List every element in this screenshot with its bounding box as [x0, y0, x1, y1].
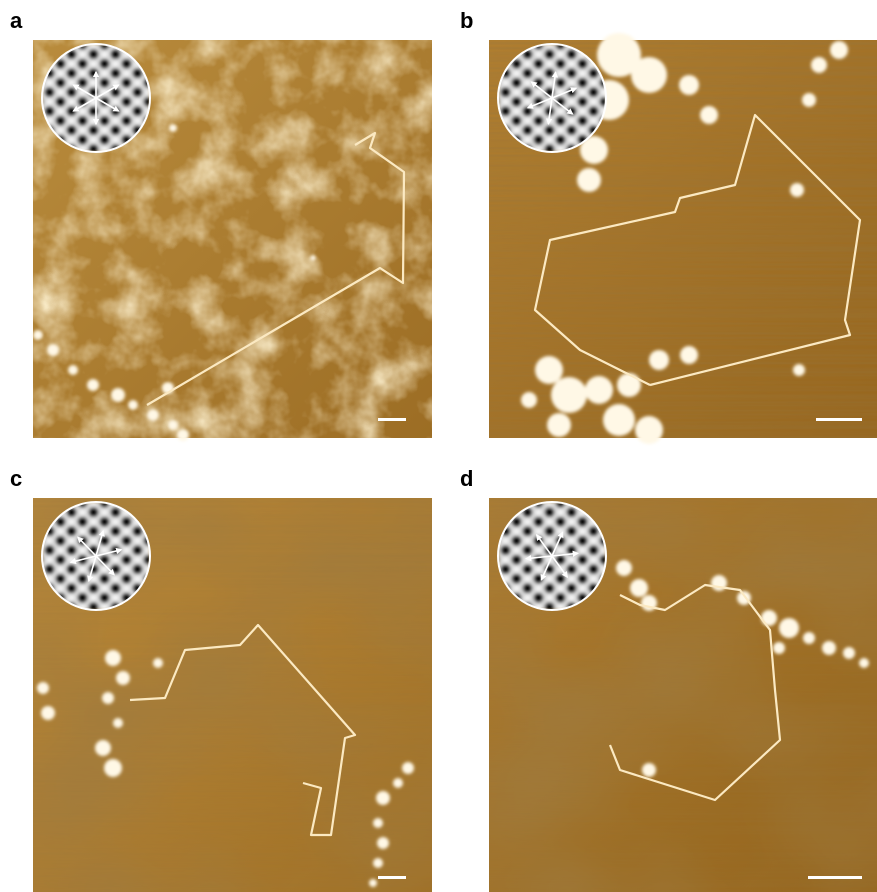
- panel-label: d: [460, 466, 473, 491]
- debris-particle: [41, 706, 55, 720]
- debris-particle: [37, 682, 49, 694]
- debris-particle: [393, 778, 403, 788]
- debris-particle: [631, 57, 667, 93]
- debris-particle: [779, 618, 799, 638]
- debris-particle: [104, 759, 122, 777]
- debris-particle: [811, 57, 827, 73]
- debris-particle: [535, 356, 563, 384]
- debris-particle: [95, 740, 111, 756]
- figure: a b c d: [0, 0, 877, 892]
- debris-particle: [521, 392, 537, 408]
- afm-panel: [489, 498, 877, 892]
- debris-particle: [830, 41, 848, 59]
- debris-particle: [376, 791, 390, 805]
- debris-particle: [168, 420, 178, 430]
- scale-bar: [378, 418, 406, 421]
- debris-particle: [577, 168, 601, 192]
- debris-particle: [859, 658, 869, 668]
- scale-bar: [378, 876, 406, 879]
- debris-particle: [153, 658, 163, 668]
- debris-particle: [635, 416, 663, 444]
- debris-particle: [700, 106, 718, 124]
- debris-particle: [116, 671, 130, 685]
- debris-particle: [802, 93, 816, 107]
- debris-particle: [169, 124, 177, 132]
- debris-particle: [679, 75, 699, 95]
- scale-bar: [816, 418, 862, 421]
- debris-particle: [111, 388, 125, 402]
- debris-particle: [33, 330, 43, 340]
- debris-particle: [68, 365, 78, 375]
- debris-particle: [793, 364, 805, 376]
- debris-particle: [822, 641, 836, 655]
- panel-label: a: [10, 8, 23, 33]
- debris-particle: [603, 404, 635, 436]
- afm-panel: [33, 498, 432, 892]
- debris-particle: [761, 610, 777, 626]
- debris-particle: [551, 377, 587, 413]
- debris-particle: [373, 858, 383, 868]
- panel-label: b: [460, 8, 473, 33]
- debris-particle: [649, 350, 669, 370]
- debris-particle: [642, 763, 656, 777]
- panel-label: c: [10, 466, 22, 491]
- debris-particle: [105, 650, 121, 666]
- debris-particle: [402, 762, 414, 774]
- debris-particle: [630, 579, 648, 597]
- debris-particle: [616, 560, 632, 576]
- debris-particle: [87, 379, 99, 391]
- debris-particle: [147, 409, 159, 421]
- debris-particle: [547, 413, 571, 437]
- debris-particle: [585, 376, 613, 404]
- scale-bar: [808, 876, 862, 879]
- debris-particle: [177, 429, 189, 441]
- debris-particle: [773, 642, 785, 654]
- afm-panel: [489, 33, 877, 444]
- debris-particle: [369, 879, 377, 887]
- afm-panel: [33, 40, 432, 441]
- debris-particle: [310, 255, 316, 261]
- debris-particle: [47, 344, 59, 356]
- debris-particle: [843, 647, 855, 659]
- debris-particle: [617, 373, 641, 397]
- debris-particle: [803, 632, 815, 644]
- debris-particle: [128, 400, 138, 410]
- debris-particle: [113, 718, 123, 728]
- debris-particle: [790, 183, 804, 197]
- debris-particle: [377, 837, 389, 849]
- debris-particle: [680, 346, 698, 364]
- debris-particle: [373, 818, 383, 828]
- debris-particle: [102, 692, 114, 704]
